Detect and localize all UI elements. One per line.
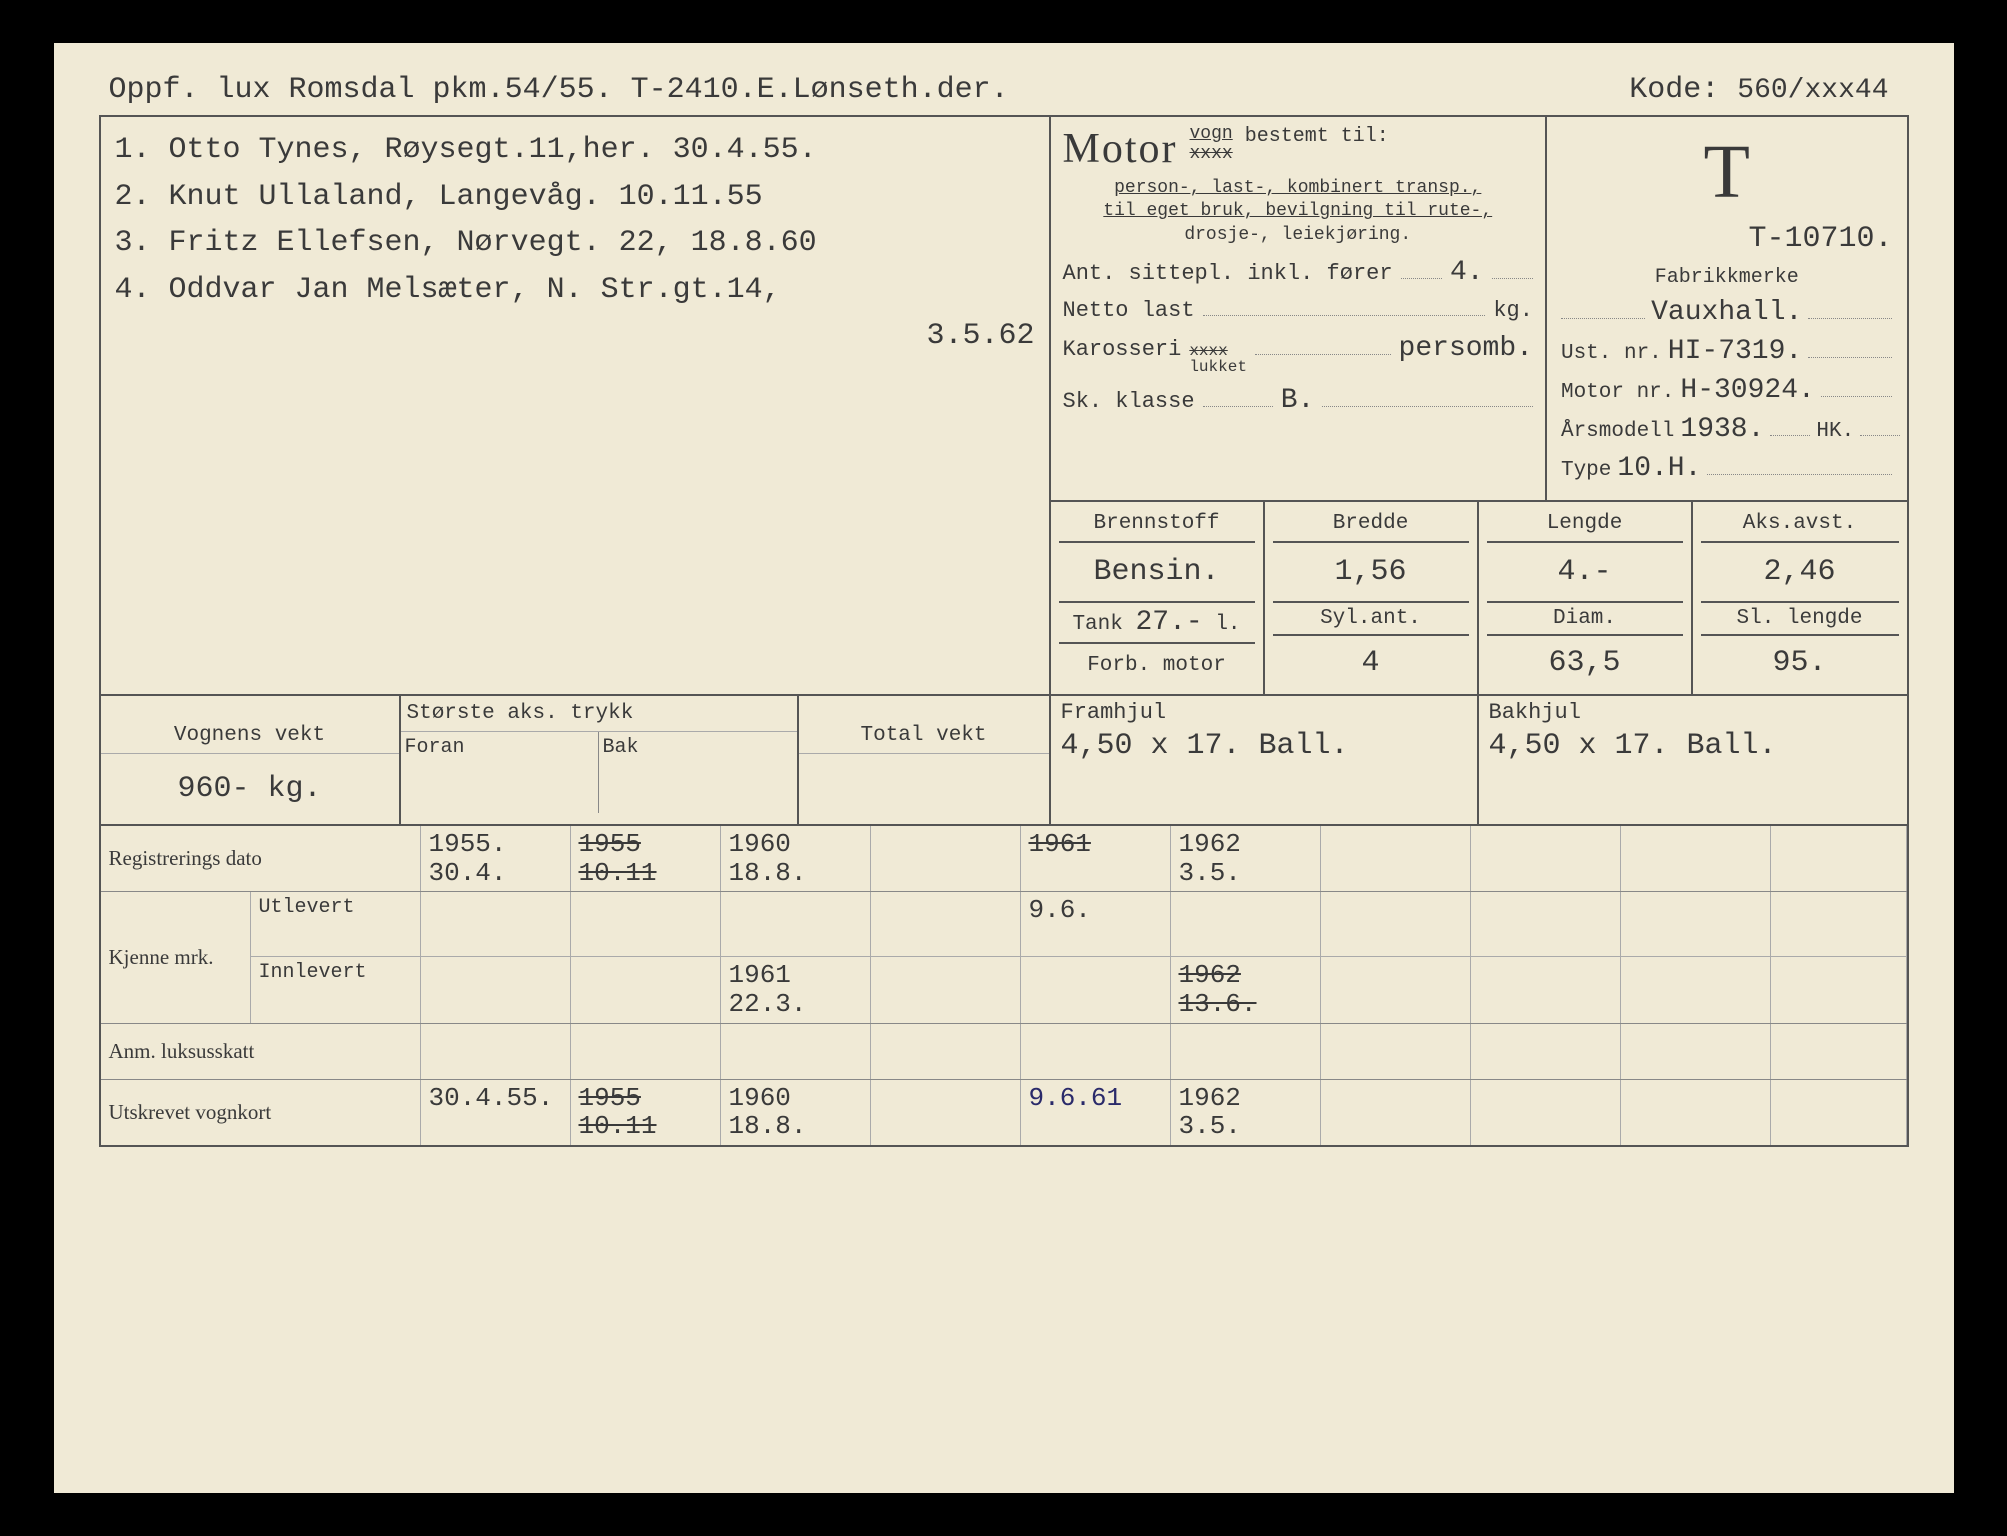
owners-list: 1. Otto Tynes, Røysegt.11,her. 30.4.55. … [101,117,1051,694]
dimensions: Brennstoff Bensin. Tank 27.- l. Forb. mo… [1051,500,1907,694]
reg-number: T-10710. [1561,222,1893,256]
table-cell: 195510.11 [571,826,721,891]
table-cell: 9.6.61 [1021,1080,1171,1145]
table-cell: 195510.11 [571,1080,721,1145]
motor-section: Motor vogn xxxx bestemt til: person-, la… [1051,117,1907,500]
owner-line: 2. Knut Ullaland, Langevåg. 10.11.55 [115,174,1035,221]
bottom-table: Registrerings dato 1955.30.4.195510.1119… [101,824,1907,1145]
kjenne-label: Kjenne mrk. [101,892,251,1022]
table-cell [871,826,1021,891]
motor-desc: person-, last-, kombinert transp., til e… [1063,177,1533,247]
table-cell [1771,1080,1907,1145]
table-cell [871,1080,1021,1145]
table-cell [1321,1080,1471,1145]
weight-section: Vognens vekt 960- kg. Største aks. trykk… [101,694,1051,824]
table-cell [1771,826,1907,891]
table-cell: 1961 [1021,826,1171,891]
table-cell: 196018.8. [721,1080,871,1145]
motor-left: Motor vogn xxxx bestemt til: person-, la… [1051,117,1547,500]
table-cell: 196018.8. [721,826,871,891]
owner-line: 3.5.62 [115,313,1035,360]
table-cell [1621,1080,1771,1145]
owner-line: 1. Otto Tynes, Røysegt.11,her. 30.4.55. [115,127,1035,174]
anm-row: Anm. luksusskatt [101,1024,1907,1080]
header: Oppf. lux Romsdal pkm.54/55. T-2410.E.Lø… [99,73,1909,107]
motor-title: Motor [1063,125,1178,173]
main-grid: 1. Otto Tynes, Røysegt.11,her. 30.4.55. … [99,115,1909,1147]
table-cell: 1955.30.4. [421,826,571,891]
utskrevet-row: Utskrevet vognkort 30.4.55.195510.111960… [101,1080,1907,1145]
table-cell [1471,1080,1621,1145]
reg-dato-row: Registrerings dato 1955.30.4.195510.1119… [101,826,1907,892]
table-cell: 19623.5. [1171,1080,1321,1145]
owner-line: 4. Oddvar Jan Melsæter, N. Str.gt.14, [115,267,1035,314]
table-cell [1471,826,1621,891]
header-left: Oppf. lux Romsdal pkm.54/55. T-2410.E.Lø… [109,73,1009,107]
motor-right: T T-10710. Fabrikkmerke Vauxhall. Ust. n… [1547,117,1907,500]
registration-card: Oppf. lux Romsdal pkm.54/55. T-2410.E.Lø… [54,43,1954,1493]
table-cell: 30.4.55. [421,1080,571,1145]
table-cell [1621,826,1771,891]
header-kode: Kode: 560/xxx44 [1629,73,1888,107]
table-cell [1321,826,1471,891]
table-cell: 19623.5. [1171,826,1321,891]
owner-line: 3. Fritz Ellefsen, Nørvegt. 22, 18.8.60 [115,220,1035,267]
big-letter: T [1704,129,1750,216]
kjenne-row: Kjenne mrk.Utlevert9.6.Innlevert196122.3… [101,892,1907,1023]
wheels: Framhjul 4,50 x 17. Ball. Bakhjul 4,50 x… [1051,694,1907,824]
